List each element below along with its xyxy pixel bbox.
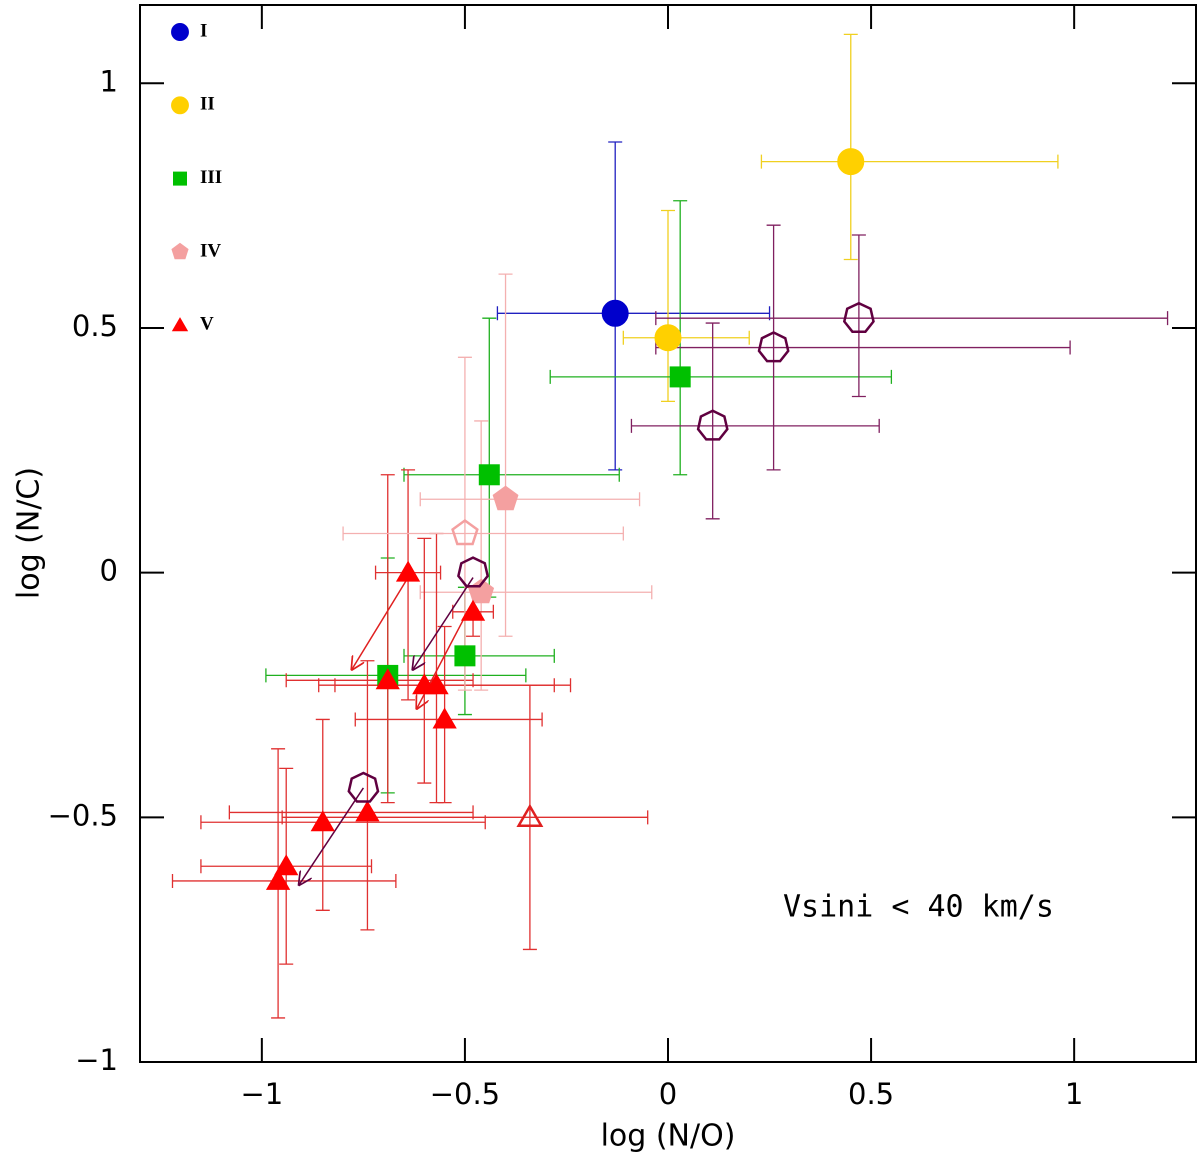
point bbox=[492, 485, 519, 511]
point bbox=[375, 668, 400, 690]
error-bar-y bbox=[360, 660, 375, 931]
point bbox=[478, 464, 500, 486]
y-tick-label: 0 bbox=[100, 554, 118, 588]
x-tick-label: −1 bbox=[240, 1077, 283, 1111]
arrow bbox=[351, 577, 409, 671]
legend-marker bbox=[171, 96, 189, 115]
error-bar-x bbox=[760, 154, 1059, 169]
error-bar-y bbox=[457, 356, 472, 691]
point bbox=[669, 366, 691, 388]
legend-label: IV bbox=[200, 240, 221, 261]
x-tick-label: −0.5 bbox=[430, 1077, 500, 1111]
error-bar-y bbox=[851, 234, 866, 398]
error-bar-y bbox=[498, 273, 513, 637]
x-tick-label: 0.5 bbox=[848, 1077, 894, 1111]
x-tick-label: 0 bbox=[659, 1077, 677, 1111]
error-bar-x bbox=[342, 526, 624, 541]
arrow bbox=[298, 787, 365, 886]
point bbox=[696, 409, 729, 441]
legend-marker bbox=[171, 317, 189, 332]
error-bar-x bbox=[419, 492, 641, 507]
point bbox=[424, 673, 449, 695]
y-tick-label: −1 bbox=[75, 1043, 118, 1077]
point bbox=[457, 556, 490, 588]
point bbox=[432, 707, 457, 729]
point bbox=[460, 599, 486, 621]
error-bar-x bbox=[622, 330, 750, 345]
legend-label: V bbox=[200, 314, 214, 335]
annotation: Vsini < 40 km/s bbox=[783, 890, 1054, 925]
point bbox=[265, 868, 291, 890]
x-axis-title: log (N/O) bbox=[601, 1119, 736, 1154]
point bbox=[451, 518, 479, 546]
point bbox=[601, 299, 629, 327]
error-bar-x bbox=[655, 340, 1071, 355]
error-bar-y bbox=[401, 469, 416, 701]
x-tick-label: 1 bbox=[1065, 1077, 1083, 1111]
point bbox=[837, 148, 865, 176]
point bbox=[347, 771, 380, 803]
error-bar-x bbox=[403, 467, 620, 482]
legend-marker bbox=[171, 23, 189, 41]
error-bar-x bbox=[655, 311, 1169, 326]
point bbox=[757, 331, 790, 363]
legend-marker bbox=[171, 242, 189, 260]
error-bar-x bbox=[419, 585, 653, 600]
y-tick-label: 0.5 bbox=[72, 309, 118, 343]
error-bar-y bbox=[705, 322, 720, 520]
error-bar-y bbox=[474, 420, 489, 691]
legend-marker bbox=[173, 171, 187, 186]
error-bar-x bbox=[549, 369, 893, 384]
y-tick-label: 1 bbox=[100, 64, 118, 98]
point bbox=[274, 854, 299, 876]
error-bar-y bbox=[380, 474, 395, 804]
point bbox=[654, 324, 682, 352]
point bbox=[454, 645, 476, 667]
legend-label: I bbox=[200, 20, 207, 41]
error-bar-x bbox=[630, 418, 880, 433]
point bbox=[355, 800, 380, 822]
error-bar-y bbox=[429, 532, 444, 804]
error-bar-y bbox=[843, 33, 858, 261]
y-tick-label: −0.5 bbox=[48, 798, 118, 832]
point bbox=[842, 301, 875, 333]
error-bar-x bbox=[403, 648, 555, 663]
error-bar-y bbox=[482, 317, 497, 598]
point bbox=[395, 560, 421, 582]
error-bar-y bbox=[661, 209, 675, 403]
point bbox=[516, 803, 544, 828]
legend-label: II bbox=[200, 94, 215, 115]
point bbox=[310, 810, 335, 832]
y-axis-title: log (N/C) bbox=[12, 467, 47, 599]
arrow bbox=[412, 577, 474, 671]
legend-label: III bbox=[200, 167, 222, 188]
